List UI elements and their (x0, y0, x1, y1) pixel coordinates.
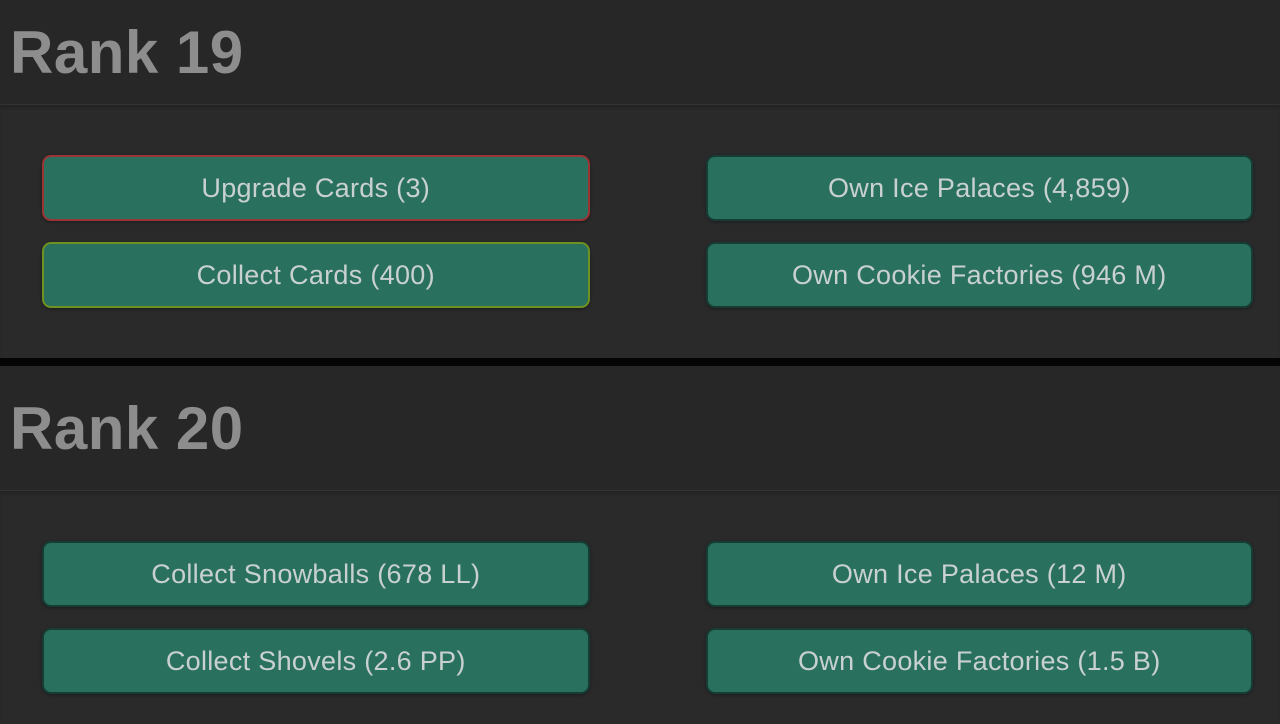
rank-section-20: Rank 20 Collect Snowballs (678 LL) Colle… (0, 366, 1280, 724)
section-divider (0, 358, 1280, 366)
quest-collect-snowballs-button[interactable]: Collect Snowballs (678 LL) (42, 541, 590, 607)
rank-section-19: Rank 19 Upgrade Cards (3) Collect Cards … (0, 0, 1280, 358)
quest-collect-shovels-button[interactable]: Collect Shovels (2.6 PP) (42, 628, 590, 694)
rank-19-header: Rank 19 (0, 0, 1280, 105)
quest-own-cookie-factories-button[interactable]: Own Cookie Factories (946 M) (705, 242, 1253, 308)
rank-20-header: Rank 20 (0, 366, 1280, 491)
rank-19-quest-grid: Upgrade Cards (3) Collect Cards (400) Ow… (0, 105, 1280, 358)
rank-19-title: Rank 19 (10, 19, 244, 86)
rank-20-title: Rank 20 (10, 395, 244, 462)
quest-own-ice-palaces-button[interactable]: Own Ice Palaces (12 M) (705, 541, 1253, 607)
quest-own-cookie-factories-button[interactable]: Own Cookie Factories (1.5 B) (705, 628, 1253, 694)
rank-20-quest-grid: Collect Snowballs (678 LL) Collect Shove… (0, 491, 1280, 724)
quest-collect-cards-button[interactable]: Collect Cards (400) (42, 242, 590, 308)
quest-upgrade-cards-button[interactable]: Upgrade Cards (3) (42, 155, 590, 221)
quest-own-ice-palaces-button[interactable]: Own Ice Palaces (4,859) (705, 155, 1253, 221)
